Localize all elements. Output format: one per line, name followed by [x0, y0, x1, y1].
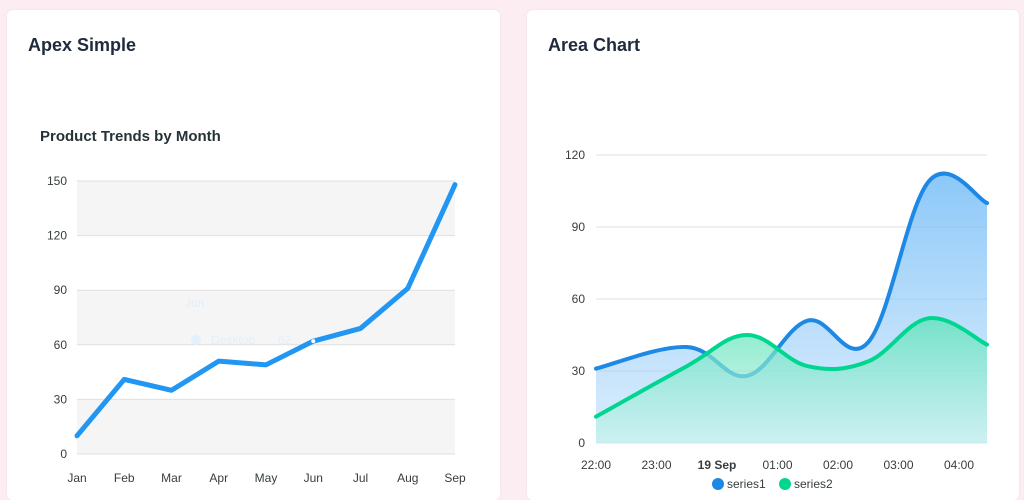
- chart-title: Product Trends by Month: [40, 128, 221, 145]
- x-tick-label: 19 Sep: [698, 458, 737, 472]
- y-tick-label: 90: [54, 283, 68, 297]
- tooltip-label: Desktop: [211, 333, 255, 347]
- y-tick-label: 60: [572, 292, 586, 306]
- legend-marker: [712, 478, 724, 490]
- x-tick-label: 02:00: [823, 458, 853, 472]
- tooltip-title: Jun: [185, 296, 204, 310]
- legend-label: series2: [794, 477, 833, 490]
- y-tick-label: 30: [572, 364, 586, 378]
- x-tick-label: Jun: [304, 471, 323, 485]
- x-tick-label: 01:00: [762, 458, 792, 472]
- grid-band: [77, 181, 455, 236]
- tooltip-value: 62: [278, 333, 292, 347]
- legend-marker: [779, 478, 791, 490]
- y-tick-label: 120: [47, 229, 67, 243]
- x-tick-label: Feb: [114, 471, 135, 485]
- x-tick-label: 23:00: [641, 458, 671, 472]
- x-tick-label: Sep: [444, 471, 466, 485]
- x-tick-label: 22:00: [581, 458, 611, 472]
- x-tick-label: Mar: [161, 471, 182, 485]
- y-tick-label: 150: [47, 174, 67, 188]
- x-tick-label: Aug: [397, 471, 418, 485]
- legend-label: series1: [727, 477, 766, 490]
- y-tick-label: 60: [54, 338, 68, 352]
- y-tick-label: 90: [572, 220, 586, 234]
- y-tick-label: 0: [60, 447, 67, 461]
- x-tick-label: Jan: [67, 471, 86, 485]
- x-tick-label: 04:00: [944, 458, 974, 472]
- x-tick-label: 03:00: [883, 458, 913, 472]
- grid-band: [77, 399, 455, 454]
- area-chart: 0 30 60 90 120 22:00 23:00 19 Sep 01:00 02:00 03:0…: [527, 10, 1019, 490]
- highlight-point: [311, 339, 315, 343]
- tooltip-marker: [191, 335, 201, 345]
- y-tick-label: 0: [578, 436, 585, 450]
- x-tick-label: Jul: [353, 471, 368, 485]
- y-tick-label: 120: [565, 148, 585, 162]
- line-chart: Product Trends by Month 0 30 60 90 120 150 Jan F…: [7, 10, 500, 490]
- x-tick-label: Apr: [209, 471, 228, 485]
- x-tick-label: May: [255, 471, 278, 485]
- y-tick-label: 30: [54, 392, 68, 406]
